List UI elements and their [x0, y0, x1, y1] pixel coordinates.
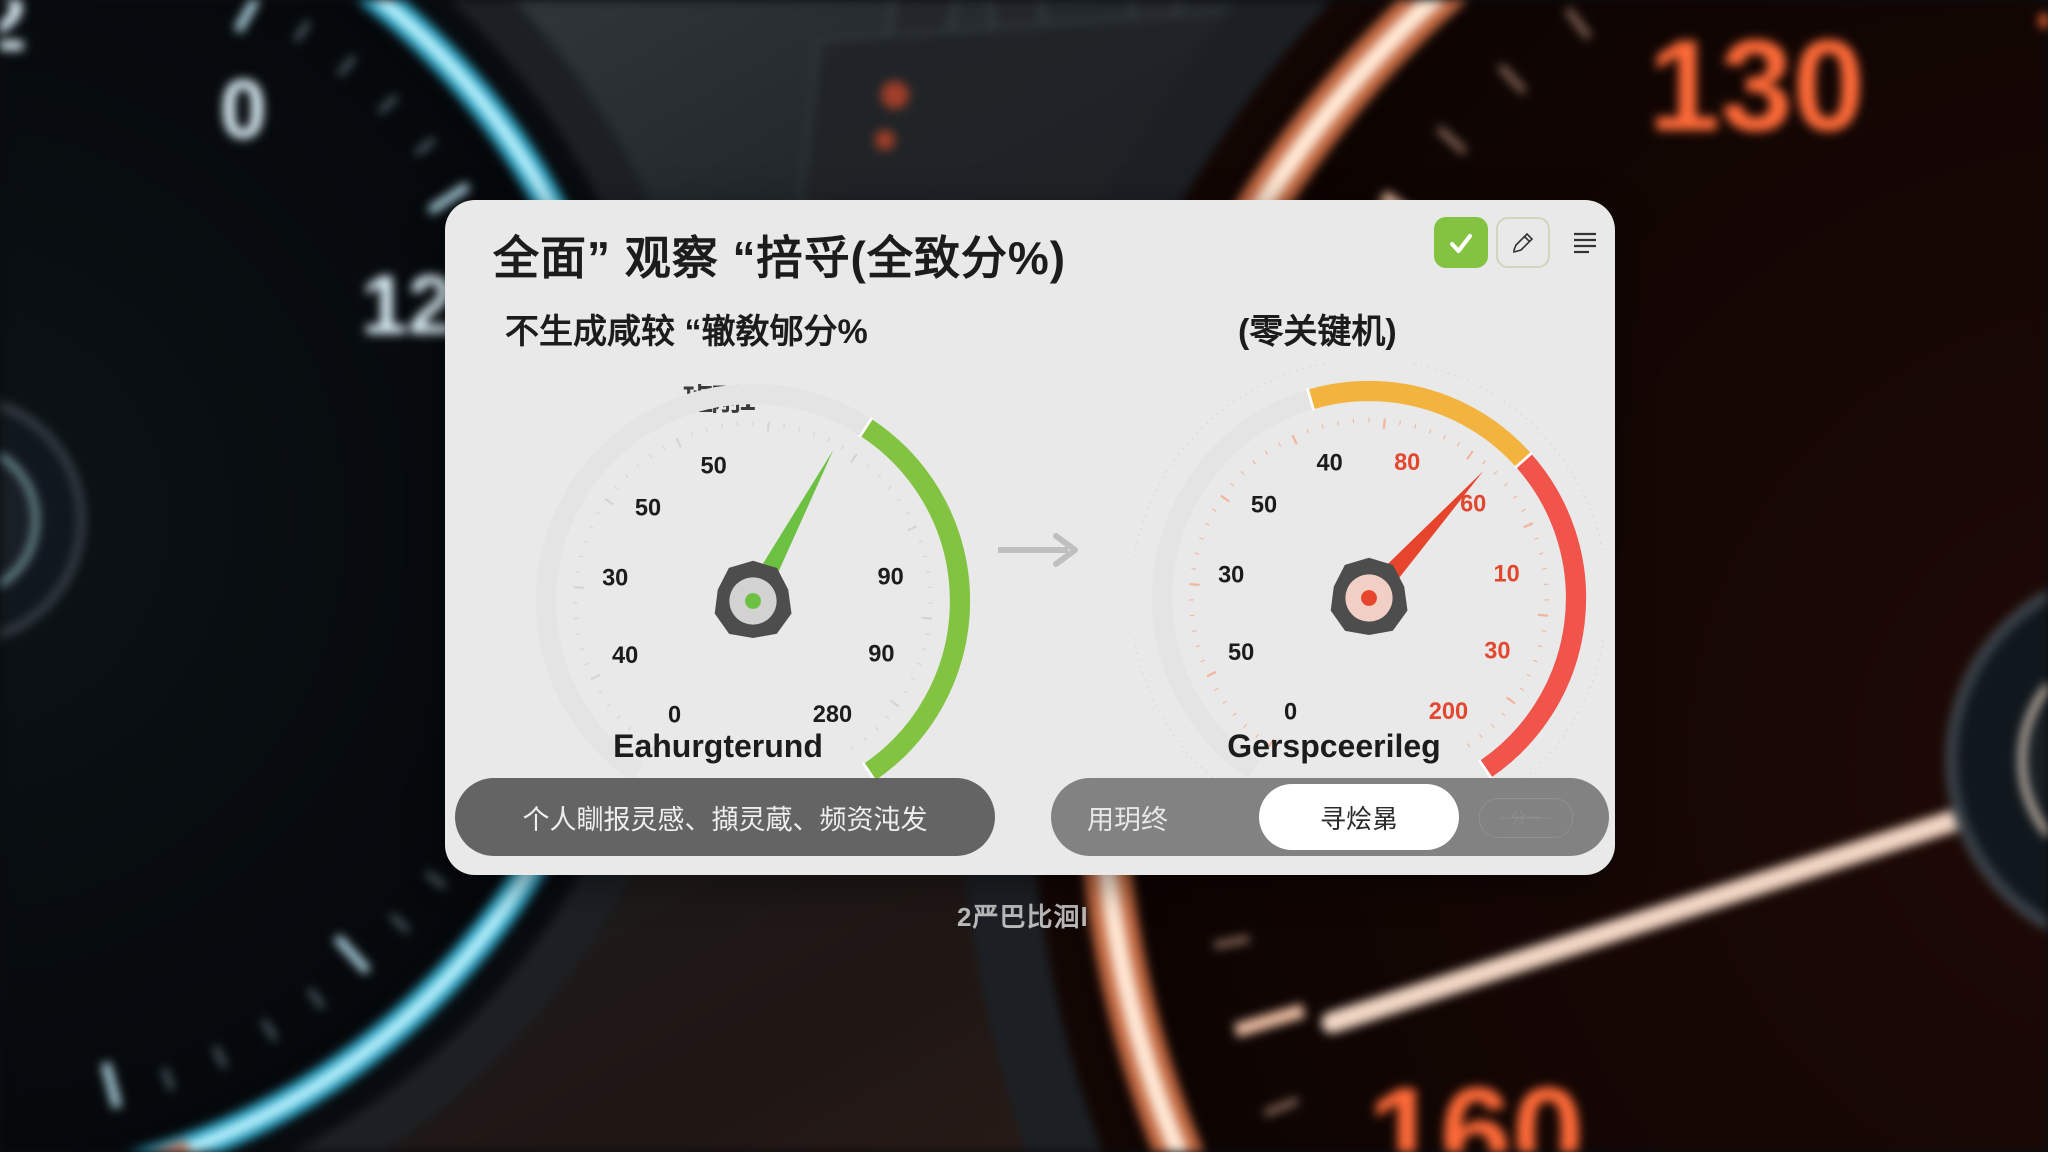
svg-text:30: 30: [602, 566, 628, 592]
svg-text:90: 90: [877, 564, 903, 590]
svg-text:分一: 分一: [1511, 810, 1541, 827]
svg-text:200: 200: [1429, 699, 1468, 725]
svg-text:2: 2: [0, 0, 26, 68]
svg-text:50: 50: [1228, 640, 1254, 666]
svg-text:30: 30: [1484, 639, 1510, 665]
svg-text:0: 0: [220, 61, 267, 155]
svg-text:12: 12: [361, 257, 454, 351]
svg-text:0: 0: [668, 703, 681, 729]
svg-text:30: 30: [1218, 563, 1244, 589]
svg-text:50: 50: [635, 495, 661, 521]
svg-text:10: 10: [1493, 561, 1519, 587]
svg-text:160: 160: [1368, 1060, 1585, 1152]
svg-text:0: 0: [1284, 700, 1297, 726]
svg-text:50: 50: [1251, 492, 1277, 518]
svg-text:40: 40: [1316, 450, 1342, 476]
svg-text:180: 180: [2032, 0, 2048, 55]
svg-text:40: 40: [612, 643, 638, 669]
svg-text:50: 50: [700, 453, 726, 479]
svg-text:280: 280: [813, 702, 852, 728]
svg-text:80: 80: [1394, 450, 1420, 476]
svg-text:130: 130: [1648, 12, 1865, 158]
svg-text:90: 90: [868, 642, 894, 668]
